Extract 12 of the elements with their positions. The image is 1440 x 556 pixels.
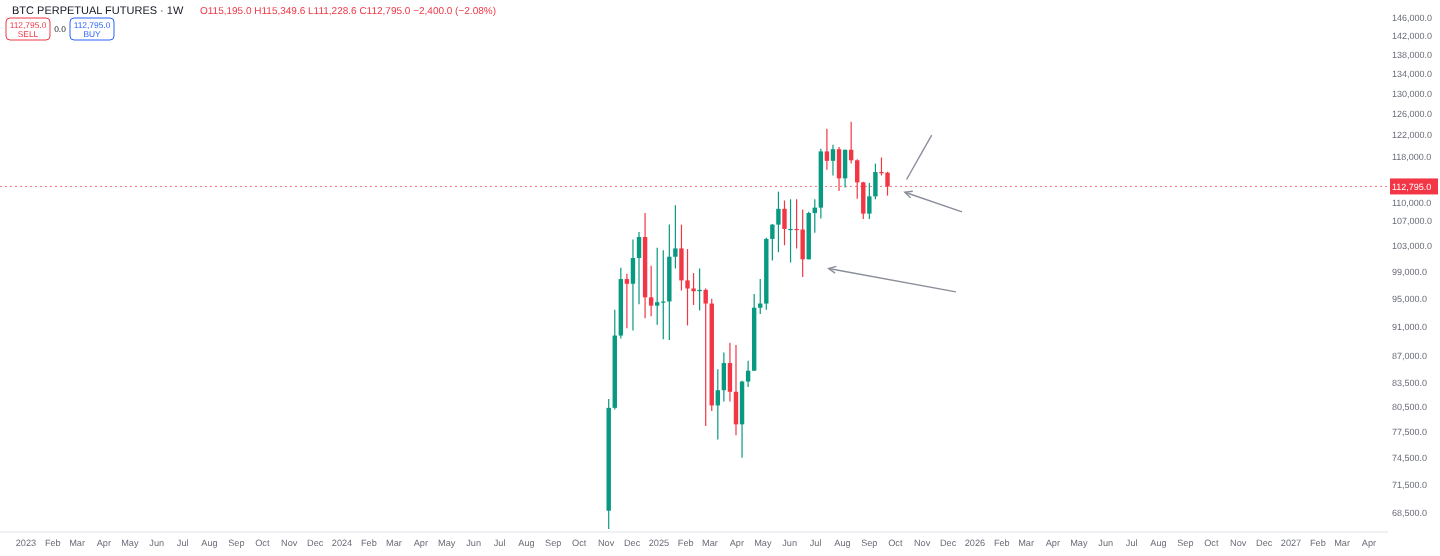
candlestick [776, 191, 781, 253]
candlestick [733, 344, 739, 436]
candlestick [655, 247, 660, 326]
candlestick [788, 198, 793, 264]
candlestick [824, 128, 830, 171]
candlestick [782, 199, 787, 246]
candlestick [721, 351, 727, 402]
candlestick [661, 249, 666, 340]
candlestick [624, 273, 630, 329]
candlestick [630, 238, 636, 332]
candlestick [830, 144, 836, 177]
candlestick [703, 287, 708, 427]
